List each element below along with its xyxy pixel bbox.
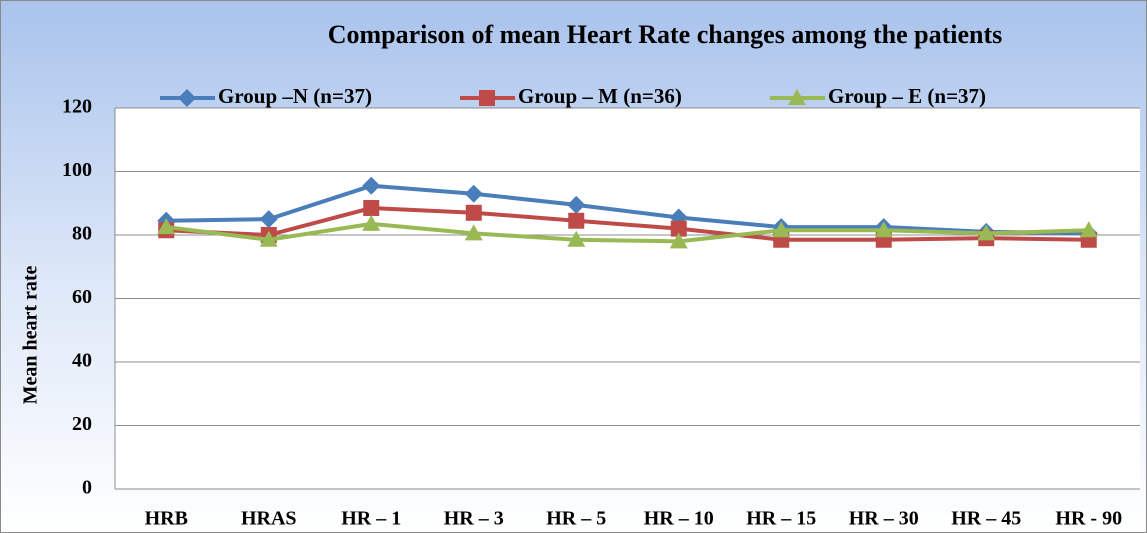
x-tick-label: HR – 3 (444, 508, 504, 530)
series-line (166, 206, 1089, 242)
marker (363, 200, 380, 217)
y-tick-label: 40 (72, 350, 92, 372)
marker (567, 195, 586, 214)
y-tick-label: 60 (72, 286, 92, 308)
marker (568, 212, 585, 229)
x-tick-label: HR – 45 (951, 508, 1021, 530)
chart-title: Comparison of mean Heart Rate changes am… (328, 20, 1003, 49)
marker (772, 221, 791, 238)
series-line (166, 183, 1089, 236)
x-tick-label: HRB (145, 508, 188, 530)
x-tick-label: HR – 30 (849, 508, 919, 530)
marker (178, 89, 196, 107)
marker (670, 220, 687, 237)
marker (479, 90, 495, 106)
y-tick-label: 20 (72, 413, 92, 435)
y-tick-label: 0 (82, 477, 92, 499)
legend-label: Group – E (n=37) (828, 84, 986, 108)
series-line (166, 221, 1089, 244)
marker (464, 224, 483, 241)
x-tick-label: HR - 90 (1055, 508, 1122, 530)
x-tick-label: HR – 5 (546, 508, 606, 530)
marker (362, 176, 381, 195)
x-tick-label: HRAS (241, 508, 297, 530)
marker (157, 218, 176, 235)
x-tick-label: HR – 10 (644, 508, 714, 530)
x-tick-label: HR – 1 (341, 508, 401, 530)
marker (259, 230, 278, 247)
legend-label: Group – M (n=36) (518, 84, 682, 108)
marker (669, 232, 688, 249)
marker (362, 214, 381, 231)
marker (567, 230, 586, 247)
y-tick-label: 120 (62, 96, 92, 118)
marker (1079, 221, 1098, 238)
legend-label: Group –N (n=37) (218, 84, 372, 108)
marker (874, 221, 893, 238)
marker (977, 224, 996, 241)
y-axis-label: Mean heart rate (20, 265, 42, 404)
y-tick-label: 80 (72, 223, 92, 245)
y-tick-label: 100 (62, 159, 92, 181)
marker (788, 89, 806, 105)
x-tick-label: HR – 15 (746, 508, 816, 530)
marker (465, 204, 482, 221)
marker (259, 210, 278, 229)
marker (464, 184, 483, 203)
